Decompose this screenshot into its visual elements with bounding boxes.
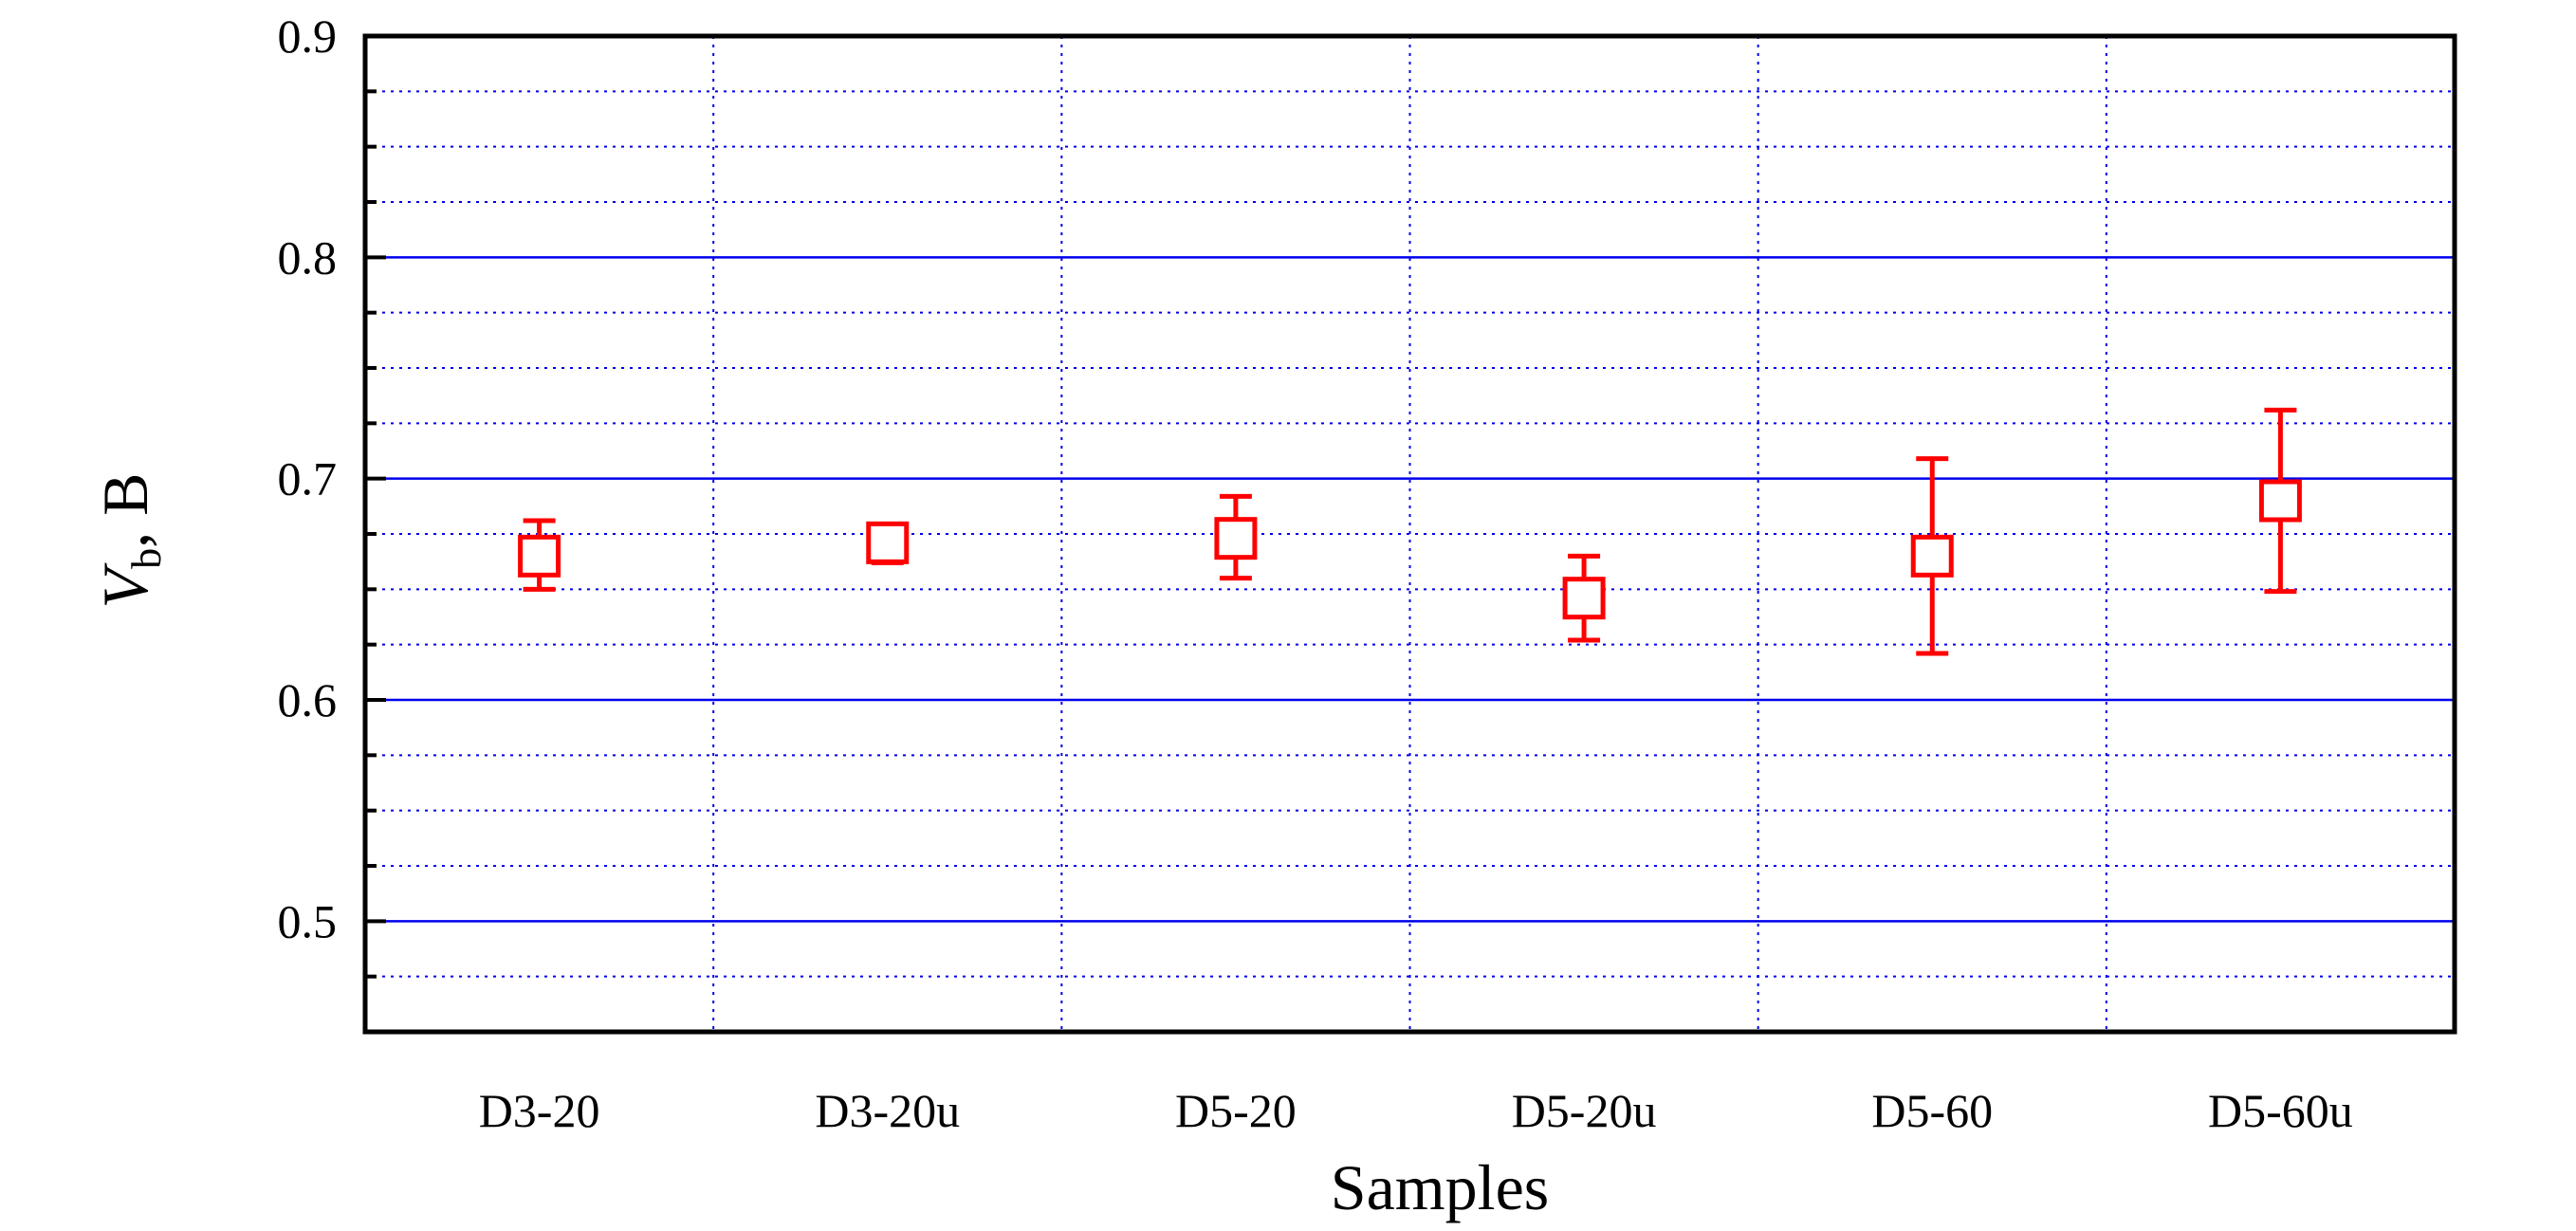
- marker-square: [518, 534, 561, 578]
- y-tick-label: 0.7: [278, 452, 338, 505]
- y-tick-label: 0.9: [278, 9, 338, 63]
- y-tick-label: 0.5: [278, 894, 338, 947]
- axes: [362, 33, 2457, 1035]
- x-tick-label: D3-20: [479, 1084, 600, 1137]
- marker-square: [866, 521, 910, 564]
- data-point: [1910, 456, 1954, 656]
- y-tick-label: 0.8: [278, 230, 338, 284]
- data-point: [866, 521, 910, 565]
- data-points: [518, 407, 2302, 656]
- x-axis-title: Samples: [1331, 1151, 1549, 1223]
- y-axis-subscript: b: [123, 548, 170, 569]
- x-tick-label: D5-60: [1871, 1084, 1993, 1137]
- marker-square: [1562, 577, 1606, 620]
- data-point: [2258, 407, 2302, 595]
- x-tick-label: D5-20: [1175, 1084, 1297, 1137]
- y-axis-title: Vb, B: [89, 473, 170, 609]
- marker-square: [1910, 534, 1954, 578]
- y-axis-unit: , B: [89, 473, 161, 548]
- x-ticks: D3-20 D3-20u D5-20 D5-20u D5-60 D5-60u: [479, 1084, 2353, 1137]
- x-tick-label: D3-20u: [815, 1084, 960, 1137]
- x-tick-label: D5-20u: [1512, 1084, 1657, 1137]
- data-point: [1214, 493, 1258, 581]
- y-tick-label: 0.6: [278, 673, 338, 726]
- data-point: [518, 518, 561, 592]
- grid: [365, 36, 2455, 1032]
- x-tick-label: D5-60u: [2208, 1084, 2353, 1137]
- marker-square: [1214, 517, 1258, 560]
- marker-square: [2258, 479, 2302, 523]
- data-point: [1562, 553, 1606, 643]
- y-ticks: 0.5 0.6 0.7 0.8 0.9: [278, 9, 338, 947]
- y-axis-symbol: V: [89, 561, 161, 608]
